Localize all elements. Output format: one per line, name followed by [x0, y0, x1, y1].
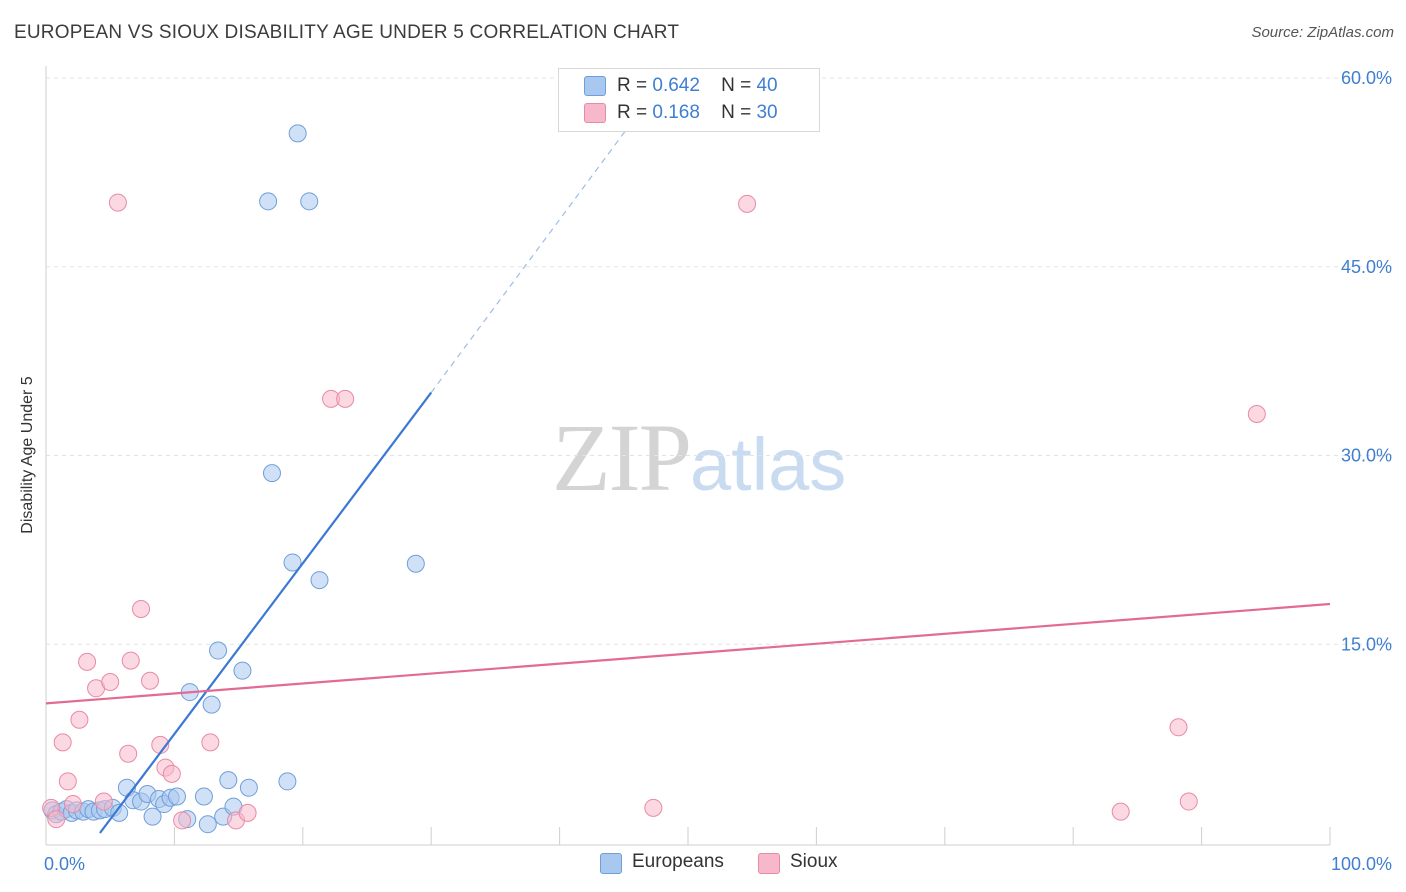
source-label: Source: ZipAtlas.com [1251, 24, 1394, 41]
point-sioux [162, 764, 181, 783]
point-europeans [143, 807, 162, 826]
y-tick-label: 45.0% [1341, 257, 1392, 277]
legend-n-value: 40 [756, 75, 778, 96]
point-europeans [209, 641, 228, 660]
point-europeans [239, 778, 258, 797]
bottom-legend-swatch-sioux [758, 853, 780, 874]
y-tick-label: 30.0% [1341, 446, 1392, 466]
point-sioux [173, 811, 192, 830]
zipatlas-watermark: ZIPatlas [552, 402, 846, 513]
point-sioux [1111, 802, 1130, 821]
legend-n-value: 30 [756, 102, 778, 123]
legend-n-label: N = [721, 102, 752, 123]
x-tick-label: 0.0% [44, 854, 85, 874]
point-europeans [278, 772, 297, 791]
point-europeans [300, 192, 319, 211]
legend-swatch-europeans [584, 76, 606, 96]
point-sioux [644, 798, 663, 817]
point-sioux [101, 673, 120, 691]
point-sioux [78, 652, 97, 671]
legend-r-label: R = [617, 102, 648, 123]
point-europeans [194, 787, 213, 806]
point-europeans [262, 464, 281, 483]
legend-n-label: N = [721, 75, 752, 96]
y-tick-label: 60.0% [1341, 68, 1392, 88]
point-europeans [233, 661, 252, 680]
point-europeans [283, 553, 302, 572]
watermark-zip: ZIP [552, 404, 692, 511]
point-europeans [310, 571, 329, 590]
point-sioux [336, 389, 355, 408]
point-sioux [108, 193, 127, 212]
point-sioux [141, 671, 160, 690]
point-sioux [238, 803, 257, 822]
point-europeans [198, 815, 217, 834]
bottom-legend-swatch-europeans [600, 853, 622, 874]
trendline-sioux [45, 602, 1331, 705]
point-sioux [738, 194, 757, 213]
point-sioux [1169, 718, 1188, 737]
correlation-legend: R = 0.642 N = 40 R = 0.168 N = 30 [558, 68, 820, 132]
point-europeans [259, 192, 278, 211]
point-sioux [1247, 404, 1266, 423]
point-sioux [63, 795, 82, 814]
legend-swatch-sioux [584, 103, 606, 123]
point-sioux [70, 710, 89, 729]
bottom-legend-label-europeans: Europeans [632, 851, 724, 872]
legend-r-value: 0.642 [652, 75, 700, 96]
point-europeans [288, 124, 307, 143]
point-sioux [201, 733, 220, 752]
bottom-legend-label-sioux: Sioux [790, 851, 838, 872]
point-sioux [58, 772, 77, 791]
point-sioux [47, 810, 66, 829]
y-tick-label: 15.0% [1341, 634, 1392, 654]
point-europeans [202, 695, 221, 714]
point-europeans [110, 803, 129, 822]
point-europeans [167, 787, 186, 806]
point-sioux [53, 733, 72, 752]
point-europeans [406, 554, 425, 573]
x-tick-label: 100.0% [1331, 854, 1392, 874]
legend-r-label: R = [617, 75, 648, 96]
point-sioux [1179, 792, 1198, 811]
point-europeans [219, 771, 238, 790]
point-sioux [94, 792, 113, 811]
point-sioux [132, 600, 151, 619]
chart-title: EUROPEAN VS SIOUX DISABILITY AGE UNDER 5… [14, 22, 680, 43]
trendline-europeans [99, 391, 433, 834]
watermark-atlas: atlas [690, 423, 847, 506]
point-sioux [119, 744, 138, 763]
trendline-europeans-extension [430, 115, 638, 393]
point-sioux [121, 651, 140, 670]
legend-r-value: 0.168 [652, 102, 700, 123]
